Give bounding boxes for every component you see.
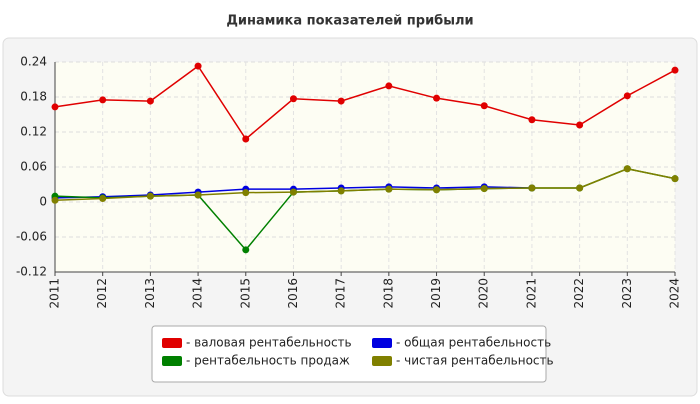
y-tick-label: 0.12 — [20, 125, 47, 139]
data-point — [385, 82, 393, 90]
data-point — [528, 184, 536, 192]
data-point — [194, 191, 202, 199]
data-point — [242, 135, 250, 143]
data-point — [528, 116, 536, 124]
x-tick-label: 2021 — [524, 278, 538, 309]
data-point — [433, 186, 441, 194]
data-point — [242, 246, 250, 254]
data-point — [671, 66, 679, 74]
chart-title: Динамика показателей прибыли — [226, 14, 473, 29]
legend-label: - чистая рентабельность — [396, 354, 554, 368]
data-point — [576, 121, 584, 129]
data-point — [337, 97, 345, 105]
x-tick-label: 2016 — [286, 278, 300, 309]
data-point — [385, 185, 393, 193]
data-point — [576, 184, 584, 192]
x-tick-label: 2024 — [668, 278, 682, 309]
x-tick-label: 2023 — [620, 278, 634, 309]
y-tick-label: -0.06 — [16, 230, 47, 244]
data-point — [480, 102, 488, 110]
data-point — [623, 165, 631, 173]
x-tick-label: 2014 — [191, 278, 205, 309]
legend-label: - рентабельность продаж — [186, 354, 350, 368]
legend-swatch — [372, 356, 392, 366]
x-tick-label: 2012 — [95, 278, 109, 309]
data-point — [289, 95, 297, 103]
legend-swatch — [162, 356, 182, 366]
y-tick-label: 0 — [39, 195, 47, 209]
data-point — [99, 96, 107, 104]
x-tick-label: 2018 — [381, 278, 395, 309]
data-point — [433, 94, 441, 102]
legend-swatch — [162, 338, 182, 348]
data-point — [51, 103, 59, 111]
data-point — [146, 192, 154, 200]
x-tick-label: 2017 — [334, 278, 348, 309]
x-tick-label: 2020 — [477, 278, 491, 309]
data-point — [337, 187, 345, 195]
data-point — [146, 97, 154, 105]
data-point — [242, 189, 250, 197]
data-point — [671, 175, 679, 183]
data-point — [99, 195, 107, 202]
data-point — [623, 92, 631, 100]
y-tick-label: -0.12 — [16, 265, 47, 279]
x-tick-label: 2015 — [238, 278, 252, 309]
x-tick-label: 2022 — [572, 278, 586, 309]
data-point — [480, 185, 488, 193]
legend-swatch — [372, 338, 392, 348]
data-point — [194, 62, 202, 70]
legend — [151, 325, 547, 383]
legend-label: - общая рентабельность — [396, 336, 551, 350]
series-line — [54, 167, 676, 201]
y-tick-label: 0.06 — [20, 160, 47, 174]
legend-label: - валовая рентабельность — [186, 336, 352, 350]
x-tick-label: 2011 — [48, 278, 62, 309]
y-tick-label: 0.18 — [20, 90, 47, 104]
data-point — [289, 188, 297, 196]
series-line — [54, 65, 676, 141]
data-point — [51, 196, 59, 204]
x-tick-label: 2013 — [143, 278, 157, 309]
x-tick-label: 2019 — [429, 278, 443, 309]
y-tick-label: 0.24 — [20, 55, 47, 69]
